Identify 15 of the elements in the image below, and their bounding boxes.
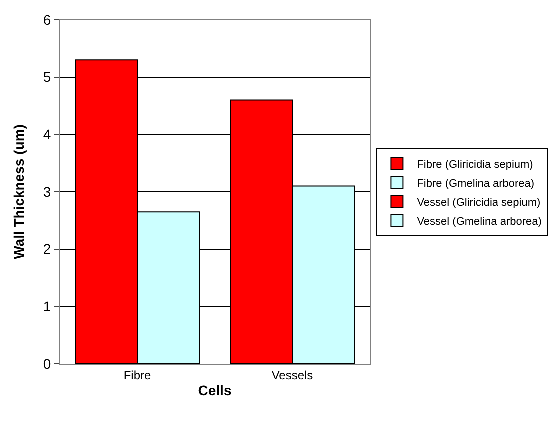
x-tick-label: Vessels bbox=[272, 368, 314, 382]
legend-label: Vessel (Gmelina arborea) bbox=[417, 216, 542, 228]
y-tick-label: 4 bbox=[43, 126, 52, 143]
x-axis-title: Cells bbox=[198, 382, 232, 399]
x-tick-label: Fibre bbox=[124, 368, 152, 382]
y-tick-label: 3 bbox=[43, 184, 52, 200]
y-tick-label: 1 bbox=[43, 298, 52, 315]
y-tick-label: 5 bbox=[43, 69, 52, 86]
y-tick-label: 6 bbox=[43, 12, 52, 28]
y-axis-title: Wall Thickness (um) bbox=[11, 124, 28, 260]
y-tick-label: 2 bbox=[43, 241, 52, 258]
y-tick-label: 0 bbox=[43, 356, 52, 372]
legend-label: Vessel (Gliricidia sepium) bbox=[417, 196, 541, 209]
legend-label: Fibre (Gmelina arborea) bbox=[417, 178, 535, 190]
legend-label: Fibre (Gliricidia sepium) bbox=[417, 158, 534, 171]
